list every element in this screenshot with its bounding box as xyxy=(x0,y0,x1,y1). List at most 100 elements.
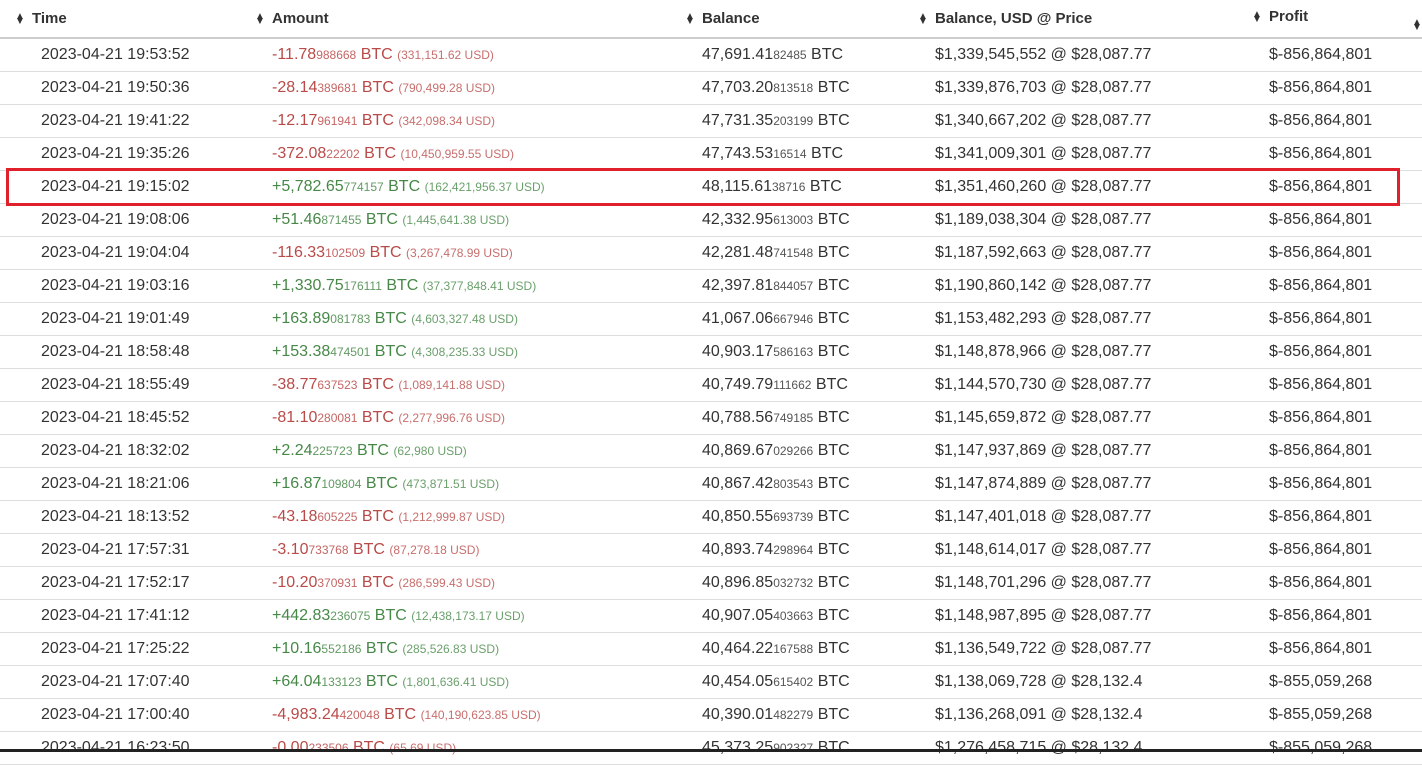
balance-unit: BTC xyxy=(817,211,850,228)
amount-main: -3.10 xyxy=(272,541,309,558)
amount-usd: (342,098.34 USD) xyxy=(398,114,496,128)
balance-unit: BTC xyxy=(817,112,850,129)
balance-main: 40,907.05 xyxy=(702,607,774,624)
sort-icon[interactable]: ▲ ▼ xyxy=(1412,16,1422,33)
balance-unit: BTC xyxy=(817,673,850,690)
amount-cell: -372.0822202 BTC (10,450,959.55 USD) xyxy=(255,137,685,171)
time-cell: 2023-04-21 19:50:36 xyxy=(0,71,255,105)
balance-decimals: 16514 xyxy=(773,147,807,161)
amount-cell: -38.77637523 BTC (1,089,141.88 USD) xyxy=(255,368,685,402)
amount-cell: -3.10733768 BTC (87,278.18 USD) xyxy=(255,533,685,567)
balance-main: 40,850.55 xyxy=(702,508,774,525)
amount-usd: (37,377,848.41 USD) xyxy=(422,279,537,293)
column-header-time[interactable]: ▲ ▼ Time xyxy=(0,0,255,39)
table-row: 2023-04-21 16:23:50 -0.00233506 BTC (65.6… xyxy=(0,731,1422,765)
sort-icon[interactable]: ▲ ▼ xyxy=(15,11,25,28)
sort-icon[interactable]: ▲ ▼ xyxy=(1252,8,1262,25)
balance-cell: 40,893.74298964 BTC xyxy=(685,533,918,567)
amount-usd: (285,526.83 USD) xyxy=(402,642,500,656)
table-row: 2023-04-21 19:08:06 +51.46871455 BTC (1,4… xyxy=(0,203,1422,237)
balance-cell: 40,896.85032732 BTC xyxy=(685,566,918,600)
time-cell: 2023-04-21 19:35:26 xyxy=(0,137,255,171)
balance-decimals: 38716 xyxy=(772,180,806,194)
balance-usd-cell: $1,144,570,730 @ $28,087.77 xyxy=(918,368,1252,402)
balance-main: 40,464.22 xyxy=(702,640,774,657)
profit-cell: $-856,864,801 xyxy=(1252,236,1422,270)
amount-cell: +64.04133123 BTC (1,801,636.41 USD) xyxy=(255,665,685,699)
profit-cell: $-856,864,801 xyxy=(1252,335,1422,369)
amount-decimals: 871455 xyxy=(321,213,362,227)
amount-main: +442.83 xyxy=(272,607,331,624)
balance-cell: 40,907.05403663 BTC xyxy=(685,599,918,633)
balance-main: 42,281.48 xyxy=(702,244,774,261)
balance-decimals: 902327 xyxy=(773,741,814,755)
amount-usd: (790,499.28 USD) xyxy=(398,81,496,95)
time-cell: 2023-04-21 19:04:04 xyxy=(0,236,255,270)
table-row: 2023-04-21 17:00:40 -4,983.24420048 BTC (… xyxy=(0,698,1422,732)
amount-decimals: 988668 xyxy=(316,48,357,62)
amount-decimals: 22202 xyxy=(326,147,360,161)
amount-usd: (473,871.51 USD) xyxy=(402,477,500,491)
table-row: 2023-04-21 17:41:12 +442.83236075 BTC (12… xyxy=(0,599,1422,633)
balance-main: 42,397.81 xyxy=(702,277,774,294)
amount-usd: (12,438,173.17 USD) xyxy=(411,609,525,623)
balance-main: 47,691.41 xyxy=(702,46,774,63)
sort-icon[interactable]: ▲ ▼ xyxy=(918,11,928,28)
amount-decimals: 474501 xyxy=(330,345,371,359)
balance-cell: 47,731.35203199 BTC xyxy=(685,104,918,138)
balance-unit: BTC xyxy=(817,409,850,426)
amount-decimals: 109804 xyxy=(321,477,362,491)
column-header-amount[interactable]: ▲ ▼ Amount xyxy=(255,0,685,39)
balance-usd-cell: $1,145,659,872 @ $28,087.77 xyxy=(918,401,1252,435)
balance-usd-cell: $1,147,401,018 @ $28,087.77 xyxy=(918,500,1252,534)
balance-decimals: 82485 xyxy=(773,48,807,62)
balance-cell: 41,067.06667946 BTC xyxy=(685,302,918,336)
time-cell: 2023-04-21 17:57:31 xyxy=(0,533,255,567)
sort-icon[interactable]: ▲ ▼ xyxy=(255,11,265,28)
balance-usd-cell: $1,136,549,722 @ $28,087.77 xyxy=(918,632,1252,666)
table-row: 2023-04-21 18:13:52 -43.18605225 BTC (1,2… xyxy=(0,500,1422,534)
column-header-balance-usd[interactable]: ▲ ▼ Balance, USD @ Price xyxy=(918,0,1252,39)
balance-usd-cell: $1,339,876,703 @ $28,087.77 xyxy=(918,71,1252,105)
table-row: 2023-04-21 18:55:49 -38.77637523 BTC (1,0… xyxy=(0,368,1422,402)
profit-cell: $-855,059,268 xyxy=(1252,665,1422,699)
profit-cell: $-856,864,801 xyxy=(1252,137,1422,171)
time-cell: 2023-04-21 18:55:49 xyxy=(0,368,255,402)
amount-decimals: 637523 xyxy=(317,378,358,392)
balance-unit: BTC xyxy=(817,607,850,624)
amount-usd: (162,421,956.37 USD) xyxy=(424,180,545,194)
balance-main: 40,896.85 xyxy=(702,574,774,591)
balance-main: 48,115.61 xyxy=(702,178,772,195)
balance-unit: BTC xyxy=(809,178,842,195)
amount-usd: (286,599.43 USD) xyxy=(398,576,496,590)
column-header-balance[interactable]: ▲ ▼ Balance xyxy=(685,0,918,39)
amount-main: -28.14 xyxy=(272,79,318,96)
profit-cell: $-856,864,801 xyxy=(1252,71,1422,105)
balance-main: 45,373.25 xyxy=(702,739,774,756)
amount-main: +5,782.65 xyxy=(272,178,344,195)
balance-decimals: 032732 xyxy=(773,576,814,590)
amount-unit: BTC xyxy=(374,607,407,624)
balance-cell: 40,867.42803543 BTC xyxy=(685,467,918,501)
balance-unit: BTC xyxy=(817,343,850,360)
sort-icon[interactable]: ▲ ▼ xyxy=(685,11,695,28)
amount-cell: -10.20370931 BTC (286,599.43 USD) xyxy=(255,566,685,600)
amount-cell: -28.14389681 BTC (790,499.28 USD) xyxy=(255,71,685,105)
amount-unit: BTC xyxy=(365,475,398,492)
table-row: 2023-04-21 19:04:04 -116.33102509 BTC (3,… xyxy=(0,236,1422,270)
balance-cell: 40,869.67029266 BTC xyxy=(685,434,918,468)
balance-cell: 40,454.05615402 BTC xyxy=(685,665,918,699)
amount-decimals: 133123 xyxy=(321,675,362,689)
balance-usd-cell: $1,187,592,663 @ $28,087.77 xyxy=(918,236,1252,270)
time-cell: 2023-04-21 17:52:17 xyxy=(0,566,255,600)
amount-cell: +51.46871455 BTC (1,445,641.38 USD) xyxy=(255,203,685,237)
amount-cell: +10.16552186 BTC (285,526.83 USD) xyxy=(255,632,685,666)
column-header-profit[interactable]: ▲ ▼ Profit ▲ ▼ xyxy=(1252,0,1422,39)
balance-cell: 45,373.25902327 BTC xyxy=(685,731,918,765)
balance-unit: BTC xyxy=(815,376,848,393)
time-cell: 2023-04-21 18:13:52 xyxy=(0,500,255,534)
balance-usd-cell: $1,341,009,301 @ $28,087.77 xyxy=(918,137,1252,171)
amount-usd: (87,278.18 USD) xyxy=(389,543,480,557)
profit-cell: $-856,864,801 xyxy=(1252,203,1422,237)
time-cell: 2023-04-21 19:15:02 xyxy=(0,170,255,204)
